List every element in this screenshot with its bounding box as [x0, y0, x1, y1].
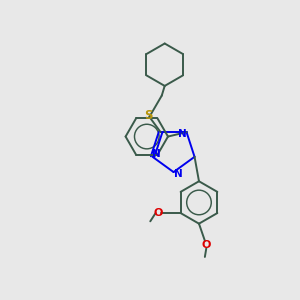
Text: N: N	[174, 169, 183, 178]
Text: S: S	[144, 109, 152, 122]
Text: O: O	[202, 240, 211, 250]
Text: O: O	[153, 208, 163, 218]
Text: N: N	[152, 149, 161, 160]
Text: N: N	[178, 129, 187, 139]
